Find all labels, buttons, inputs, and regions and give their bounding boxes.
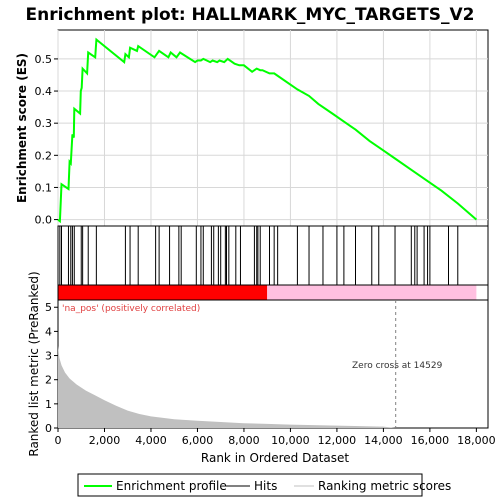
x-tick-label: 0 <box>55 434 62 447</box>
x-tick-label: 10,000 <box>271 434 310 447</box>
enrichment-profile-line <box>57 37 478 224</box>
x-tick-label: 4,000 <box>135 434 167 447</box>
negative-rank-bar <box>267 285 477 300</box>
x-tick-label: 16,000 <box>411 434 450 447</box>
ranking-y-tick-label: 2 <box>45 374 52 387</box>
x-tick-label: 8,000 <box>228 434 260 447</box>
ranking-y-tick-label: 5 <box>45 301 52 314</box>
x-tick-label: 12,000 <box>318 434 357 447</box>
es-y-ticks: 0.0 0.1 0.2 0.3 0.4 0.5 <box>35 53 58 227</box>
legend-es-label: Enrichment profile <box>116 479 227 493</box>
ranking-y-tick-label: 1 <box>45 398 52 411</box>
es-y-label: Enrichment score (ES) <box>15 53 29 203</box>
es-y-tick-label: 0.2 <box>35 149 53 162</box>
es-grid <box>57 30 488 226</box>
positive-correlation-label: 'na_pos' (positively correlated) <box>62 304 200 314</box>
positive-rank-bar <box>58 285 268 300</box>
hit-lines <box>59 226 459 285</box>
ranking-y-tick-label: 0 <box>45 422 52 435</box>
ranking-metric-area <box>58 345 396 428</box>
ranking-y-tick-label: 3 <box>45 350 52 363</box>
ranking-panel-frame <box>57 299 489 429</box>
ranking-y-tick-label: 4 <box>45 325 52 338</box>
rank-color-bar <box>57 284 489 301</box>
legend-ranking-label: Ranking metric scores <box>318 479 451 493</box>
legend: Enrichment profile Hits Ranking metric s… <box>77 473 451 497</box>
es-y-tick-label: 0.1 <box>35 181 53 194</box>
es-y-tick-label: 0.5 <box>35 53 53 66</box>
x-tick-label: 18,000 <box>457 434 496 447</box>
ranking-y-label: Ranked list metric (PreRanked) <box>27 271 41 456</box>
x-tick-label: 6,000 <box>182 434 214 447</box>
hits-panel-frame <box>57 225 489 286</box>
x-axis-label: Rank in Ordered Dataset <box>201 451 349 465</box>
es-y-tick-label: 0.4 <box>35 85 53 98</box>
x-axis-ticks: 0 2,000 4,000 6,000 8,000 10,000 12,000 14,000 1… <box>55 428 496 447</box>
es-y-tick-label: 0.3 <box>35 117 53 130</box>
x-tick-label: 14,000 <box>364 434 403 447</box>
ranking-y-ticks: 0 1 2 3 4 5 <box>45 301 58 435</box>
legend-hits-label: Hits <box>254 479 277 493</box>
es-y-tick-label: 0.0 <box>35 214 53 227</box>
x-tick-label: 2,000 <box>89 434 121 447</box>
es-panel-frame <box>57 29 489 227</box>
es-panel: 0.0 0.1 0.2 0.3 0.4 0.5 Enrichment score (ES) <box>15 29 489 227</box>
chart-title: Enrichment plot: HALLMARK_MYC_TARGETS_V2 <box>26 5 475 25</box>
legend-box <box>77 473 423 497</box>
zero-cross-label: Zero cross at 14529 <box>352 361 443 371</box>
hits-panel <box>57 225 489 286</box>
